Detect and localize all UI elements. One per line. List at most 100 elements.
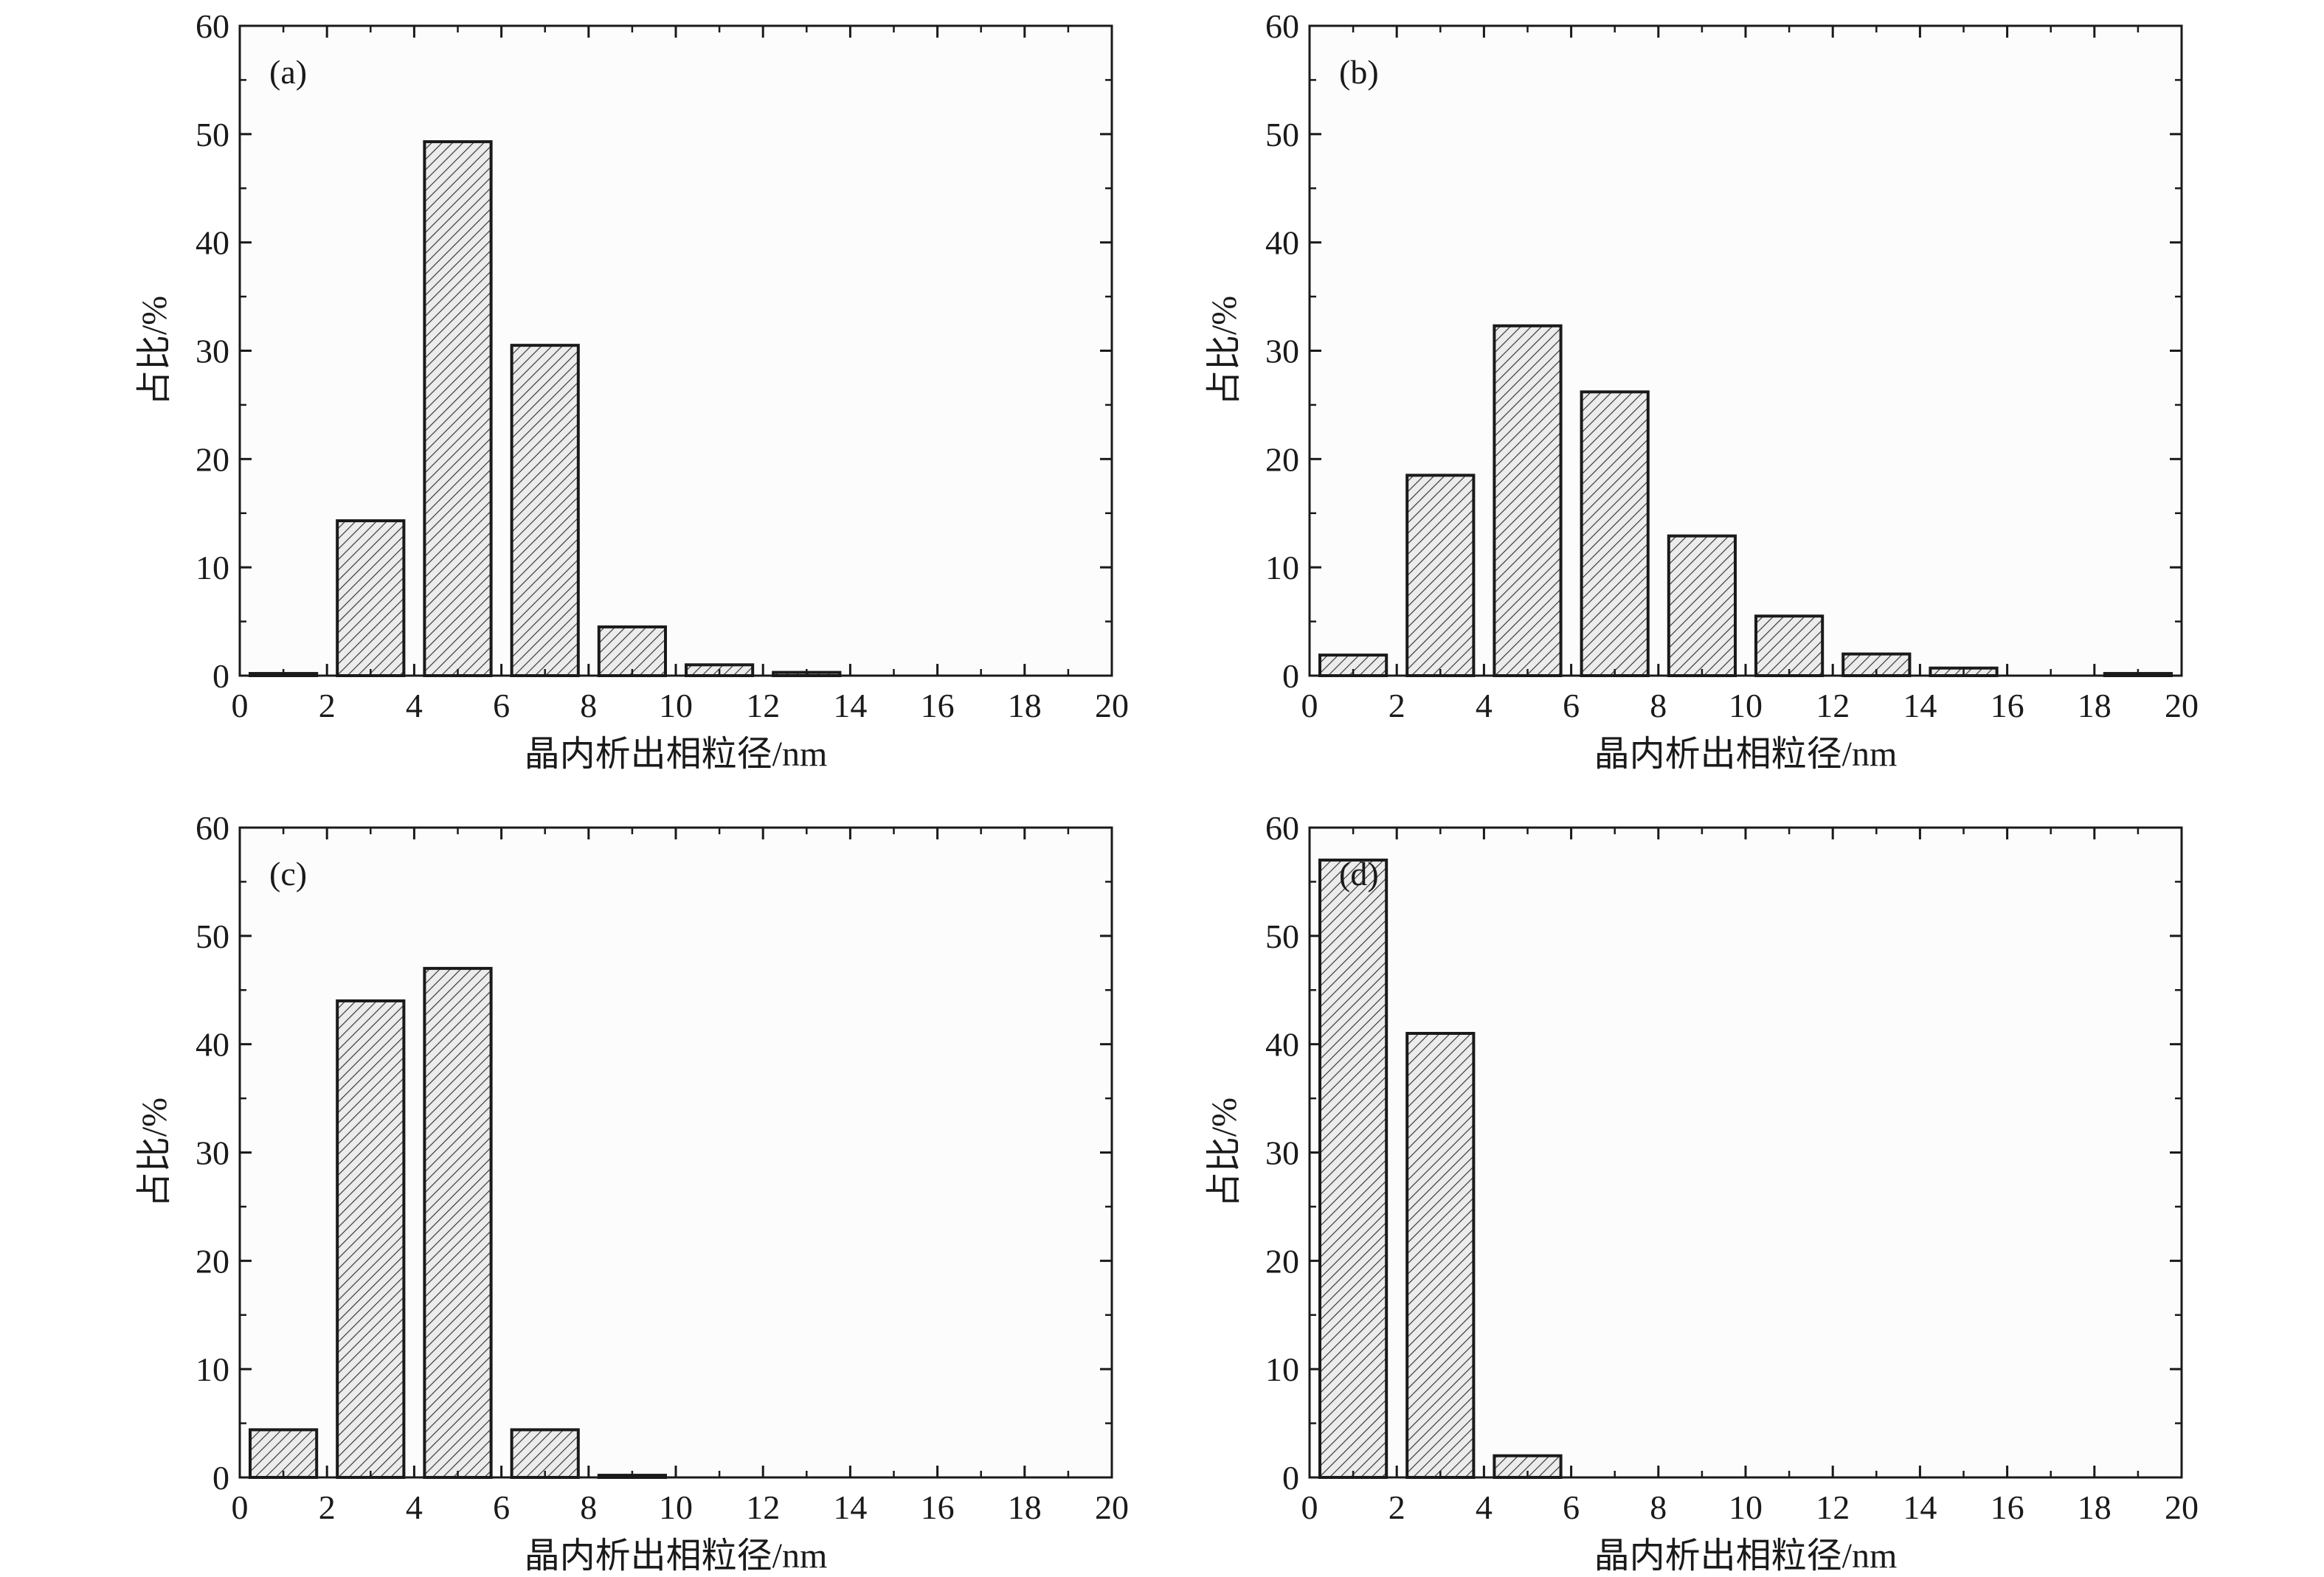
x-tick-label: 4 xyxy=(1476,1488,1493,1526)
y-tick-label: 20 xyxy=(196,1242,229,1280)
x-tick-label: 18 xyxy=(2078,687,2112,724)
y-tick-label: 40 xyxy=(196,1026,229,1064)
y-tick-label: 30 xyxy=(1265,1134,1299,1172)
histogram-bar xyxy=(249,1428,319,1479)
x-tick-label: 20 xyxy=(1095,687,1129,724)
x-tick-label: 12 xyxy=(1816,1488,1850,1526)
chart-panel: 0 2 4 6 8 10 12 14 16 18 20 0 10 20 30 40 50 60 (d) 晶内析出相粒径… xyxy=(1205,809,2199,1576)
x-tick-label: 20 xyxy=(2165,1488,2199,1526)
panel-label: (d) xyxy=(1339,855,1379,893)
panel-label: (b) xyxy=(1339,53,1379,91)
x-tick-label: 10 xyxy=(659,687,693,724)
x-tick-label: 0 xyxy=(232,687,249,724)
x-tick-label: 8 xyxy=(580,1488,597,1526)
histogram-bar xyxy=(423,966,493,1479)
histogram-bar xyxy=(1405,1031,1476,1479)
y-tick-label: 10 xyxy=(1265,1351,1299,1388)
y-tick-label: 10 xyxy=(1265,549,1299,586)
x-axis-title: 晶内析出相粒径/nm xyxy=(1594,1536,1898,1576)
histogram-bar xyxy=(597,625,667,677)
histogram-bar xyxy=(336,519,406,677)
y-tick-label: 20 xyxy=(196,440,229,478)
y-tick-label: 20 xyxy=(1265,440,1299,478)
x-tick-label: 12 xyxy=(746,687,780,724)
y-tick-label: 0 xyxy=(212,1459,229,1497)
panel-label: (a) xyxy=(269,53,307,91)
histogram-bar xyxy=(1405,474,1476,677)
x-tick-label: 8 xyxy=(1650,1488,1667,1526)
y-tick-label: 30 xyxy=(1265,333,1299,370)
histogram-bar xyxy=(336,999,406,1479)
histogram-bar xyxy=(423,140,493,677)
x-tick-label: 12 xyxy=(746,1488,780,1526)
x-tick-label: 18 xyxy=(1008,1488,1042,1526)
x-tick-label: 14 xyxy=(1903,1488,1937,1526)
x-tick-label: 10 xyxy=(1729,1488,1763,1526)
y-tick-label: 10 xyxy=(196,1351,229,1388)
histogram-bar xyxy=(1318,859,1388,1480)
y-tick-label: 60 xyxy=(196,7,229,45)
histogram-bar xyxy=(1841,652,1912,678)
x-tick-label: 20 xyxy=(2165,687,2199,724)
y-tick-label: 30 xyxy=(196,333,229,370)
x-tick-label: 8 xyxy=(580,687,597,724)
x-tick-label: 4 xyxy=(1476,687,1493,724)
y-tick-label: 50 xyxy=(1265,116,1299,153)
histogram-bar xyxy=(1667,534,1737,678)
x-tick-label: 8 xyxy=(1650,687,1667,724)
x-tick-label: 14 xyxy=(1903,687,1937,724)
x-tick-label: 6 xyxy=(493,1488,510,1526)
x-tick-label: 20 xyxy=(1095,1488,1129,1526)
y-tick-label: 60 xyxy=(1265,809,1299,847)
x-tick-label: 10 xyxy=(1729,687,1763,724)
y-tick-label: 40 xyxy=(196,224,229,262)
x-tick-label: 18 xyxy=(2078,1488,2112,1526)
x-tick-label: 2 xyxy=(319,687,336,724)
x-tick-label: 14 xyxy=(833,1488,867,1526)
x-tick-label: 16 xyxy=(921,687,955,724)
x-tick-label: 16 xyxy=(921,1488,955,1526)
histogram-bar xyxy=(1493,324,1563,677)
x-tick-label: 4 xyxy=(406,687,423,724)
y-tick-label: 40 xyxy=(1265,224,1299,262)
histogram-bar xyxy=(1580,390,1650,678)
x-tick-label: 0 xyxy=(1301,1488,1318,1526)
y-tick-label: 30 xyxy=(196,1134,229,1172)
x-tick-label: 12 xyxy=(1816,687,1850,724)
x-tick-label: 6 xyxy=(1563,687,1580,724)
y-axis-title: 占比/% xyxy=(135,296,174,406)
histogram-bar xyxy=(1754,614,1825,677)
chart-panel: 0 2 4 6 8 10 12 14 16 18 20 0 10 20 30 40 50 60 (b) 晶内析出相粒径… xyxy=(1205,7,2199,774)
x-tick-label: 16 xyxy=(1991,687,2024,724)
y-tick-label: 40 xyxy=(1265,1026,1299,1064)
y-tick-label: 10 xyxy=(196,549,229,586)
y-tick-label: 50 xyxy=(196,116,229,153)
x-axis-title: 晶内析出相粒径/nm xyxy=(525,735,828,774)
x-tick-label: 2 xyxy=(319,1488,336,1526)
y-tick-label: 50 xyxy=(196,918,229,955)
y-axis-title: 占比/% xyxy=(1205,296,1244,406)
x-tick-label: 0 xyxy=(1301,687,1318,724)
x-tick-label: 16 xyxy=(1991,1488,2024,1526)
histogram-bar xyxy=(510,1428,580,1479)
x-tick-label: 6 xyxy=(493,687,510,724)
panel-label: (c) xyxy=(269,855,307,893)
y-tick-label: 50 xyxy=(1265,918,1299,955)
x-tick-label: 0 xyxy=(232,1488,249,1526)
x-tick-label: 10 xyxy=(659,1488,693,1526)
chart-panel: 0 2 4 6 8 10 12 14 16 18 20 0 10 20 30 40 50 60 (a) 晶内析出相粒径… xyxy=(135,7,1129,774)
y-tick-label: 20 xyxy=(1265,1242,1299,1280)
y-tick-label: 0 xyxy=(212,657,229,695)
histogram-bar xyxy=(510,344,580,677)
y-axis-title: 占比/% xyxy=(135,1098,174,1207)
y-tick-label: 60 xyxy=(1265,7,1299,45)
x-tick-label: 14 xyxy=(833,687,867,724)
x-axis-title: 晶内析出相粒径/nm xyxy=(525,1536,828,1576)
x-axis-title: 晶内析出相粒径/nm xyxy=(1594,735,1898,774)
y-tick-label: 60 xyxy=(196,809,229,847)
x-tick-label: 18 xyxy=(1008,687,1042,724)
x-tick-label: 4 xyxy=(406,1488,423,1526)
chart-panel: 0 2 4 6 8 10 12 14 16 18 20 0 10 20 30 40 50 60 (c) 晶内析出相粒径… xyxy=(135,809,1129,1576)
x-tick-label: 6 xyxy=(1563,1488,1580,1526)
